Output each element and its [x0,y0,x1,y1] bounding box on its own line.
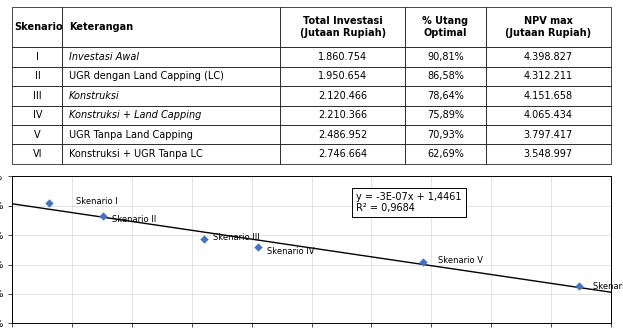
Text: Skenario IV: Skenario IV [267,247,315,256]
Text: Skenario VI: Skenario VI [593,281,623,290]
Text: Skenario V: Skenario V [438,255,483,265]
Text: Skenario II: Skenario II [112,215,156,224]
Point [574,283,584,289]
Text: Skenario I: Skenario I [76,197,118,206]
Point [98,213,108,218]
Point [199,236,209,242]
Point [253,245,263,250]
Point [418,259,428,264]
Point [44,201,54,206]
Text: Skenario III: Skenario III [213,233,260,242]
Text: y = -3E-07x + 1,4461
R² = 0,9684: y = -3E-07x + 1,4461 R² = 0,9684 [356,192,462,214]
